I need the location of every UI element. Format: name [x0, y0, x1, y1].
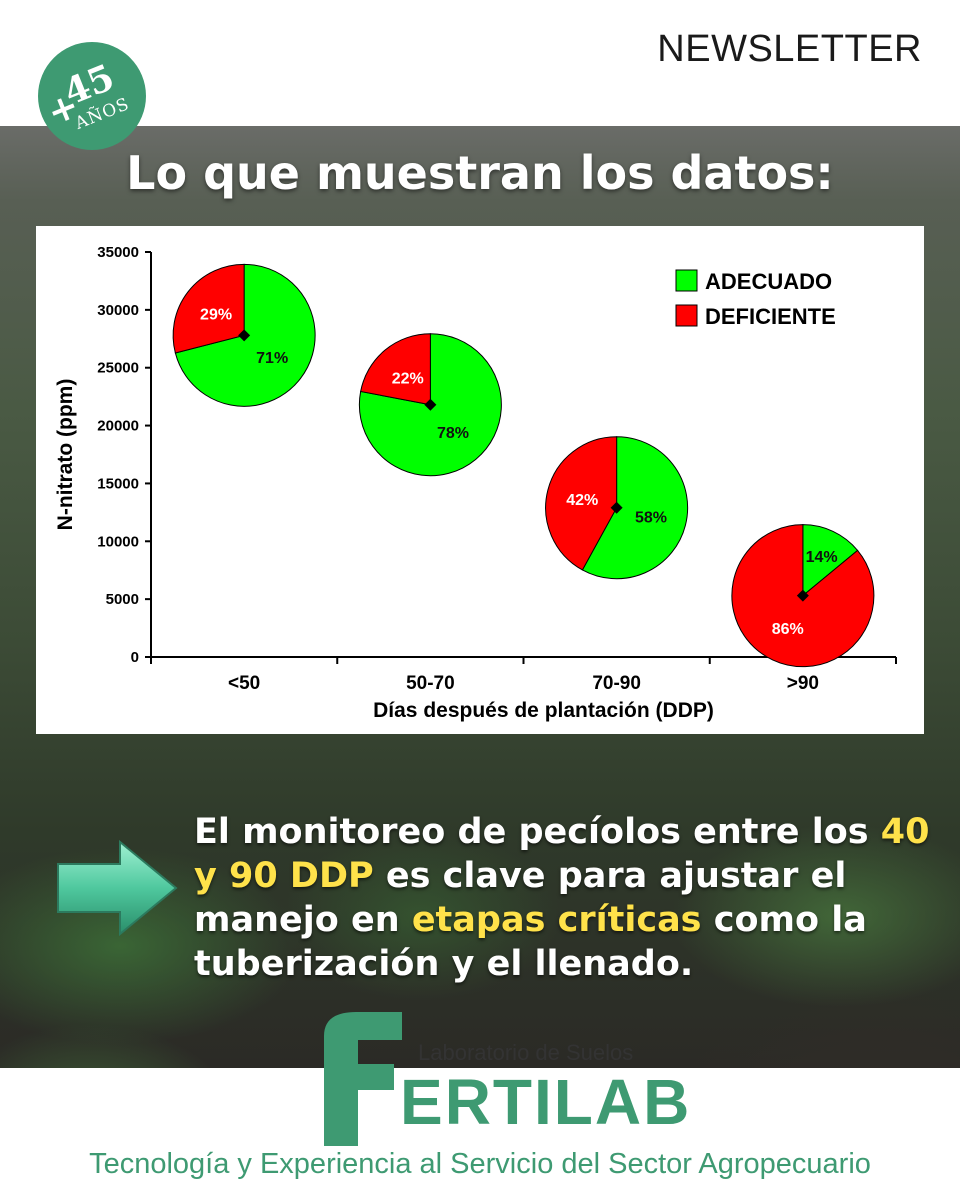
fertilab-logo-text: ERTILAB — [400, 1066, 692, 1138]
pie-slice-adecuado — [581, 436, 689, 580]
pie-label-deficiente: 22% — [392, 370, 424, 387]
pie-slice-deficiente — [545, 436, 618, 571]
fertilab-logo-f: F — [324, 1012, 402, 1146]
y-tick-label: 35000 — [97, 244, 139, 261]
key-message: El monitoreo de pecíolos entre los 40 y … — [194, 810, 934, 986]
message-line-1: El monitoreo de pecíolos entre los — [194, 812, 869, 852]
y-tick-label: 25000 — [97, 360, 139, 377]
y-tick-label: 20000 — [97, 418, 139, 435]
tagline: Tecnología y Experiencia al Servicio del… — [89, 1148, 871, 1180]
headline: Lo que muestran los datos: — [126, 146, 834, 200]
lab-name: Laboratorio de Suelos — [418, 1040, 634, 1065]
pie-center-marker — [424, 398, 437, 411]
x-tick-label: <50 — [228, 673, 260, 694]
y-tick-label: 0 — [131, 649, 139, 666]
x-tick-label: >90 — [787, 673, 819, 694]
pie-label-adecuado: 71% — [256, 350, 288, 367]
y-tick-label: 30000 — [97, 302, 139, 319]
message-highlight-etapas: etapas críticas — [411, 900, 702, 940]
pie-slice-deficiente — [172, 263, 245, 354]
legend-swatch — [675, 269, 698, 292]
pie-label-adecuado: 58% — [635, 510, 667, 527]
x-tick-label: 70-90 — [592, 673, 641, 694]
legend-label: DEFICIENTE — [705, 304, 836, 329]
pies: 71% 29% 78% 22% 58% 42% 14% 86% — [172, 263, 875, 668]
message-line-2: es clave para ajustar el manejo en — [194, 856, 847, 940]
pie-label-adecuado: 78% — [437, 425, 469, 442]
pie-center-marker — [796, 589, 809, 602]
pie-label-deficiente: 29% — [200, 307, 232, 324]
y-tick-label: 5000 — [106, 591, 139, 608]
arrow-right-icon — [57, 839, 178, 937]
pie-slice-deficiente — [360, 333, 431, 406]
anniversary-badge: 45 + AÑOS — [38, 42, 146, 150]
pie-3: 58% 42% — [545, 436, 689, 580]
footer — [0, 1068, 960, 1200]
header: NEWSLETTER — [0, 0, 960, 126]
y-axis-title: N-nitrato (ppm) — [54, 379, 77, 531]
pie-center-marker — [238, 329, 251, 342]
message-line-3: como la tuberización y el llenado. — [194, 900, 867, 984]
pie-scatter-chart: 0 5000 10000 15000 20000 25000 30000 35000 <50 5… — [54, 244, 897, 722]
pie-4: 14% 86% — [731, 524, 875, 668]
pie-label-adecuado: 14% — [806, 549, 838, 566]
x-tick-label: 50-70 — [406, 673, 455, 694]
pie-1: 71% 29% — [172, 263, 316, 407]
message-highlight-ddp: 40 y 90 DDP — [194, 812, 930, 896]
pie-2: 78% 22% — [358, 333, 502, 477]
newsletter-label: NEWSLETTER — [657, 28, 922, 70]
chart-card: 0 5000 10000 15000 20000 25000 30000 35000 <50 5… — [36, 226, 924, 734]
y-tick-label: 15000 — [97, 475, 139, 492]
pie-label-deficiente: 86% — [772, 621, 804, 638]
legend-label: ADECUADO — [705, 269, 832, 294]
legend-swatch — [675, 304, 698, 327]
x-axis-title: Días después de plantación (DDP) — [373, 699, 714, 722]
pie-slice-adecuado — [802, 524, 859, 597]
pie-label-deficiente: 42% — [566, 492, 598, 509]
y-axis: 0 5000 10000 15000 20000 25000 30000 35000 — [97, 244, 152, 666]
pie-center-marker — [610, 501, 623, 514]
y-tick-label: 10000 — [97, 533, 139, 550]
legend: ADECUADO DEFICIENTE — [675, 269, 836, 329]
